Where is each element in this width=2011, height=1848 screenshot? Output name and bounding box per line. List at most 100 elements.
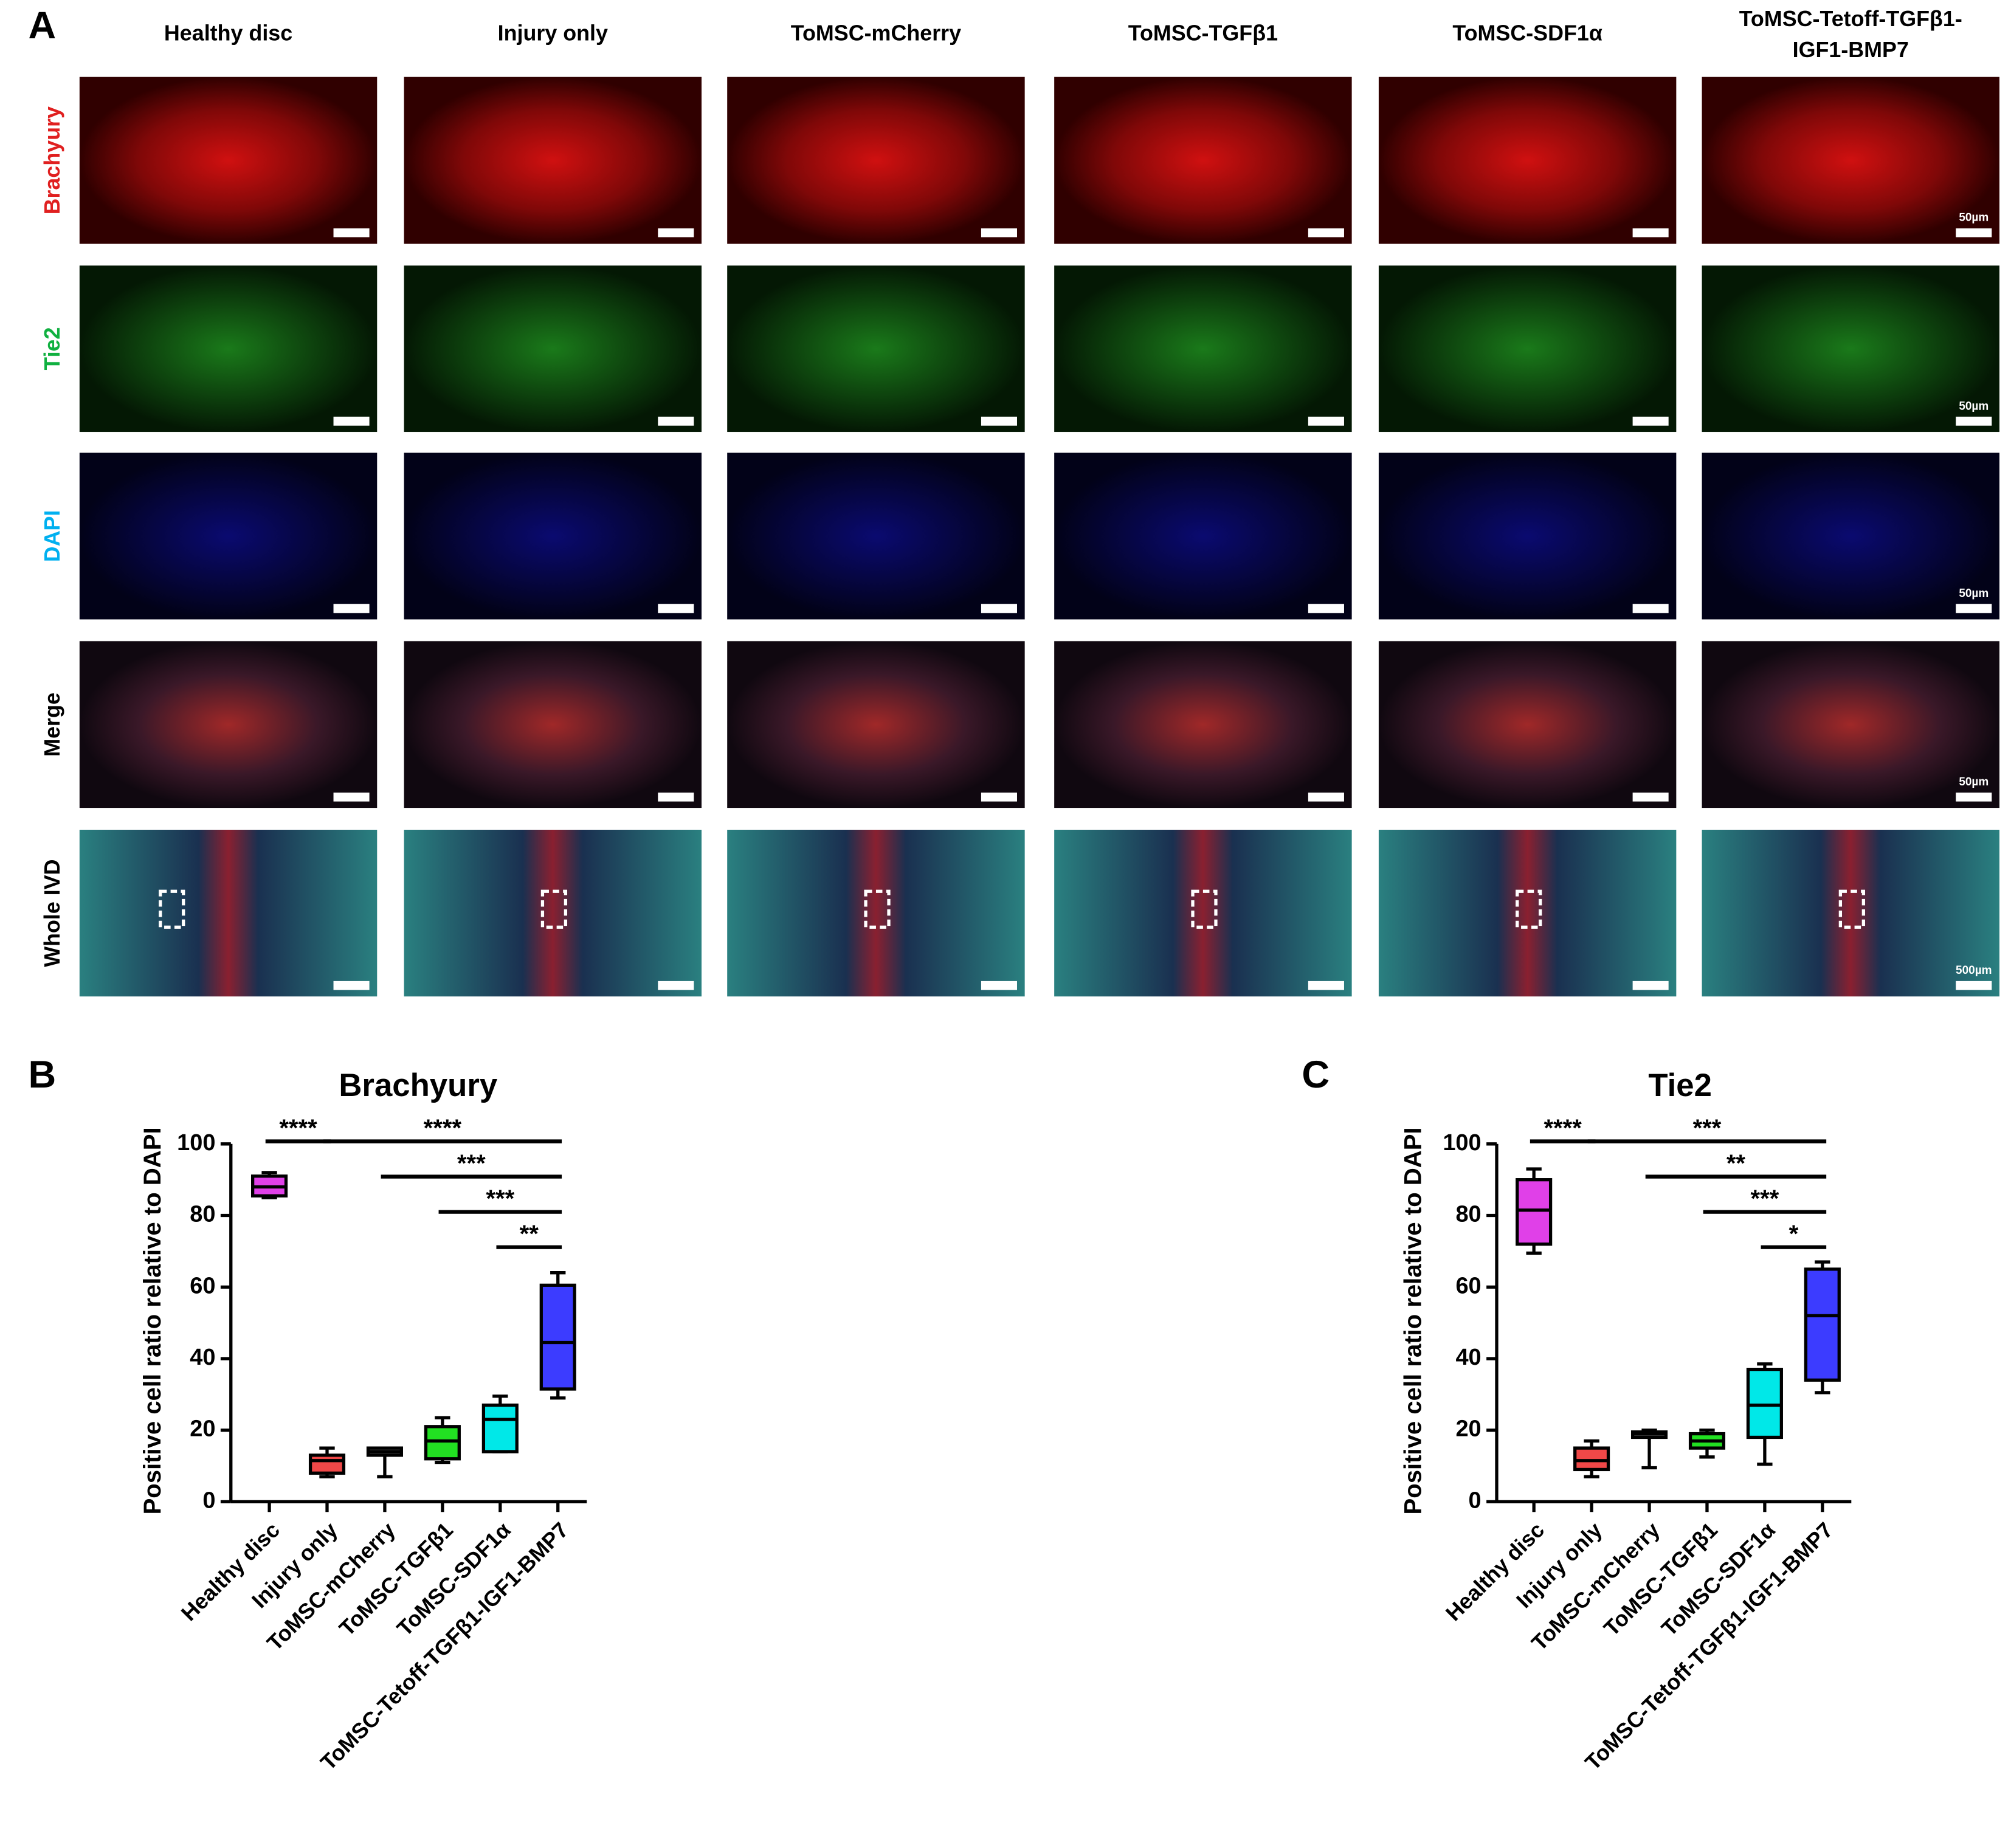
micrograph	[727, 452, 1025, 619]
region-box	[159, 889, 185, 929]
y-tick-label: 80	[1455, 1202, 1481, 1227]
micrograph	[79, 77, 378, 244]
significance-label: *	[1789, 1221, 1799, 1247]
box	[481, 1403, 519, 1453]
micrograph	[404, 829, 702, 997]
y-tick-label: 20	[1455, 1416, 1481, 1442]
significance-label: ***	[457, 1150, 486, 1177]
micrograph	[727, 77, 1025, 244]
y-tick-label: 100	[1443, 1130, 1481, 1156]
region-box	[864, 889, 891, 929]
scale-bar	[1956, 228, 1992, 238]
row-label: Brachyury	[40, 106, 64, 214]
row-label: Tie2	[40, 327, 64, 370]
chart-title: Tie2	[1648, 1067, 1712, 1103]
scale-bar	[1632, 981, 1669, 990]
column-header: ToMSC-Tetoff-TGFβ1-	[1739, 7, 1962, 31]
significance-label: ***	[486, 1185, 514, 1212]
micrograph	[1054, 77, 1352, 244]
x-tick-label: Healthy disc	[1441, 1518, 1550, 1626]
box	[539, 1283, 576, 1391]
scale-bar	[333, 604, 370, 613]
micrograph	[1054, 265, 1352, 432]
significance-label: ****	[1544, 1115, 1582, 1142]
scale-bar	[1632, 228, 1669, 238]
y-tick-label: 100	[177, 1130, 215, 1156]
scale-bar	[981, 604, 1017, 613]
scale-bar	[981, 792, 1017, 802]
column-header: Healthy disc	[164, 21, 292, 45]
y-axis-label: Positive cell ratio relative to DAPI	[139, 1127, 166, 1514]
box	[1516, 1178, 1553, 1246]
scale-bar	[1632, 416, 1669, 426]
micrograph	[1054, 452, 1352, 619]
scale-bar	[1308, 792, 1344, 802]
scale-bar	[333, 792, 370, 802]
micrograph	[404, 265, 702, 432]
box	[1746, 1367, 1783, 1439]
scale-bar	[1956, 604, 1992, 613]
micrograph	[1378, 265, 1677, 432]
scale-bar	[333, 981, 370, 990]
scale-bar	[1308, 981, 1344, 990]
region-box	[1191, 889, 1218, 929]
micrograph	[1702, 829, 1999, 997]
region-box	[540, 889, 568, 929]
scale-label: 50µm	[1959, 400, 1989, 413]
column-header: ToMSC-TGFβ1	[1128, 21, 1278, 45]
column-header: ToMSC-SDF1α	[1452, 21, 1602, 45]
micrograph	[1378, 641, 1677, 808]
scale-bar	[1308, 604, 1344, 613]
column-header: Injury only	[498, 21, 608, 45]
micrograph	[1378, 829, 1677, 997]
scale-bar	[981, 416, 1017, 426]
box	[1573, 1446, 1610, 1472]
micrograph	[1054, 641, 1352, 808]
significance-label: ***	[1693, 1115, 1722, 1142]
box	[424, 1425, 461, 1461]
scale-label: 50µm	[1959, 587, 1989, 600]
scale-label: 500µm	[1956, 964, 1992, 977]
micrograph	[404, 77, 702, 244]
scale-bar	[1308, 228, 1344, 238]
scale-bar	[658, 604, 694, 613]
scale-bar	[658, 981, 694, 990]
micrograph	[1054, 829, 1352, 997]
panel-letter: B	[28, 1053, 56, 1096]
row-label: Whole IVD	[40, 859, 64, 967]
scale-bar	[1956, 416, 1992, 426]
y-tick-label: 0	[1469, 1488, 1482, 1513]
column-header: ToMSC-mCherry	[791, 21, 961, 45]
scale-bar	[1956, 792, 1992, 802]
y-axis-label: Positive cell ratio relative to DAPI	[1400, 1127, 1427, 1514]
y-tick-label: 60	[1455, 1273, 1481, 1298]
significance-label: ****	[424, 1115, 462, 1142]
y-tick-label: 0	[202, 1488, 215, 1513]
scale-bar	[333, 228, 370, 238]
scale-bar	[1308, 416, 1344, 426]
micrograph	[1378, 77, 1677, 244]
micrograph	[79, 452, 378, 619]
micrograph	[79, 641, 378, 808]
micrograph	[1702, 265, 1999, 432]
panel-letter: C	[1302, 1053, 1330, 1096]
micrograph	[1378, 452, 1677, 619]
box	[308, 1453, 346, 1475]
micrograph	[727, 265, 1025, 432]
scale-bar	[1632, 792, 1669, 802]
scale-bar	[658, 228, 694, 238]
box	[1804, 1267, 1841, 1382]
micrograph	[1702, 641, 1999, 808]
micrograph	[404, 641, 702, 808]
y-tick-label: 80	[190, 1202, 215, 1227]
chart-title: Brachyury	[339, 1067, 498, 1103]
scale-bar	[981, 981, 1017, 990]
y-tick-label: 20	[190, 1416, 215, 1442]
scale-bar	[333, 416, 370, 426]
panel-letter: A	[28, 4, 56, 47]
significance-label: ***	[1751, 1185, 1779, 1212]
column-header: IGF1-BMP7	[1793, 38, 1909, 62]
significance-label: **	[1726, 1150, 1746, 1177]
significance-label: **	[520, 1221, 539, 1247]
